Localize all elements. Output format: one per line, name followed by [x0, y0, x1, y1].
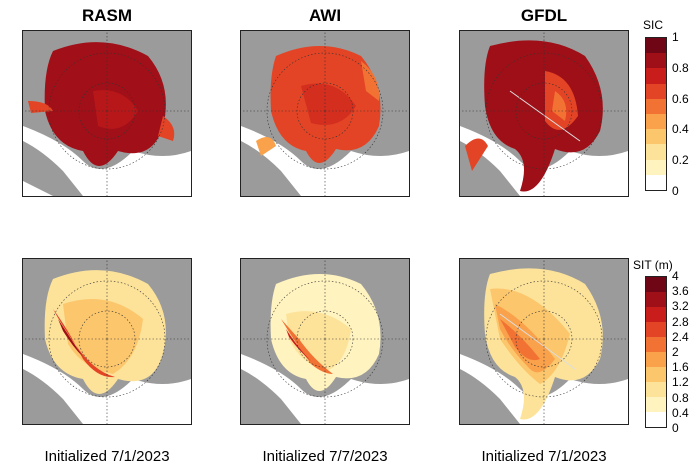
column-title-awi: AWI	[308, 6, 342, 25]
sic-colorbar-segment	[646, 174, 666, 190]
sit-colorbar	[645, 276, 667, 428]
sit-colorbar-tick: 1.6	[672, 360, 689, 375]
map-sic-rasm	[22, 30, 192, 197]
sit-colorbar-tick: 2.4	[672, 329, 689, 344]
column-title-gfdl: GFDL	[520, 6, 568, 25]
caption-awi: Initialized 7/7/2023	[262, 448, 388, 465]
sit-colorbar-tick: 2	[672, 345, 679, 359]
sit-colorbar-segment	[646, 397, 666, 412]
sit-colorbar-tick: 2.8	[672, 314, 689, 329]
map-sic-awi	[240, 30, 410, 197]
sit-colorbar-segment	[646, 352, 666, 367]
map-sit-gfdl	[459, 258, 629, 425]
sic-colorbar-tick: 0.2	[672, 153, 689, 168]
sic-colorbar-segment	[646, 53, 666, 69]
sit-colorbar-tick: 1.2	[672, 375, 689, 390]
sic-colorbar-tick: 0.4	[672, 122, 689, 137]
sic-colorbar-label: SIC	[643, 18, 664, 32]
map-sic-gfdl	[459, 30, 629, 197]
sit-colorbar-segment	[646, 412, 666, 427]
sic-colorbar-segment	[646, 159, 666, 175]
sit-colorbar-segment	[646, 292, 666, 307]
sit-colorbar-tick: 4	[672, 269, 679, 283]
sic-colorbar-tick: 0.8	[672, 60, 689, 75]
sit-colorbar-tick: 3.2	[672, 299, 689, 314]
sic-colorbar-tick: 1	[672, 30, 679, 44]
sit-colorbar-segment	[646, 337, 666, 352]
sit-colorbar-tick: 0	[672, 421, 679, 435]
sic-colorbar-segment	[646, 83, 666, 99]
column-title-rasm: RASM	[81, 6, 133, 25]
sit-colorbar-segment	[646, 277, 666, 292]
sit-colorbar-tick: 0.4	[672, 405, 689, 420]
map-sit-awi	[240, 258, 410, 425]
sit-colorbar-segment	[646, 307, 666, 322]
map-sit-rasm	[22, 258, 192, 425]
sic-colorbar-segment	[646, 68, 666, 84]
sit-colorbar-tick: 0.8	[672, 390, 689, 405]
caption-rasm: Initialized 7/1/2023	[44, 448, 170, 465]
sit-colorbar-segment	[646, 367, 666, 382]
sit-colorbar-label: SIT (m)	[633, 258, 673, 272]
sit-colorbar-segment	[646, 382, 666, 397]
sit-colorbar-segment	[646, 322, 666, 337]
sic-colorbar-segment	[646, 98, 666, 114]
sit-colorbar-tick: 3.6	[672, 284, 689, 299]
sic-colorbar-segment	[646, 144, 666, 160]
sic-colorbar-segment	[646, 113, 666, 130]
sic-colorbar	[645, 37, 667, 191]
caption-gfdl: Initialized 7/1/2023	[481, 448, 607, 465]
sic-colorbar-tick: 0	[672, 184, 679, 198]
sic-colorbar-segment	[646, 38, 666, 54]
sic-colorbar-tick: 0.6	[672, 91, 689, 106]
sic-colorbar-segment	[646, 129, 666, 145]
